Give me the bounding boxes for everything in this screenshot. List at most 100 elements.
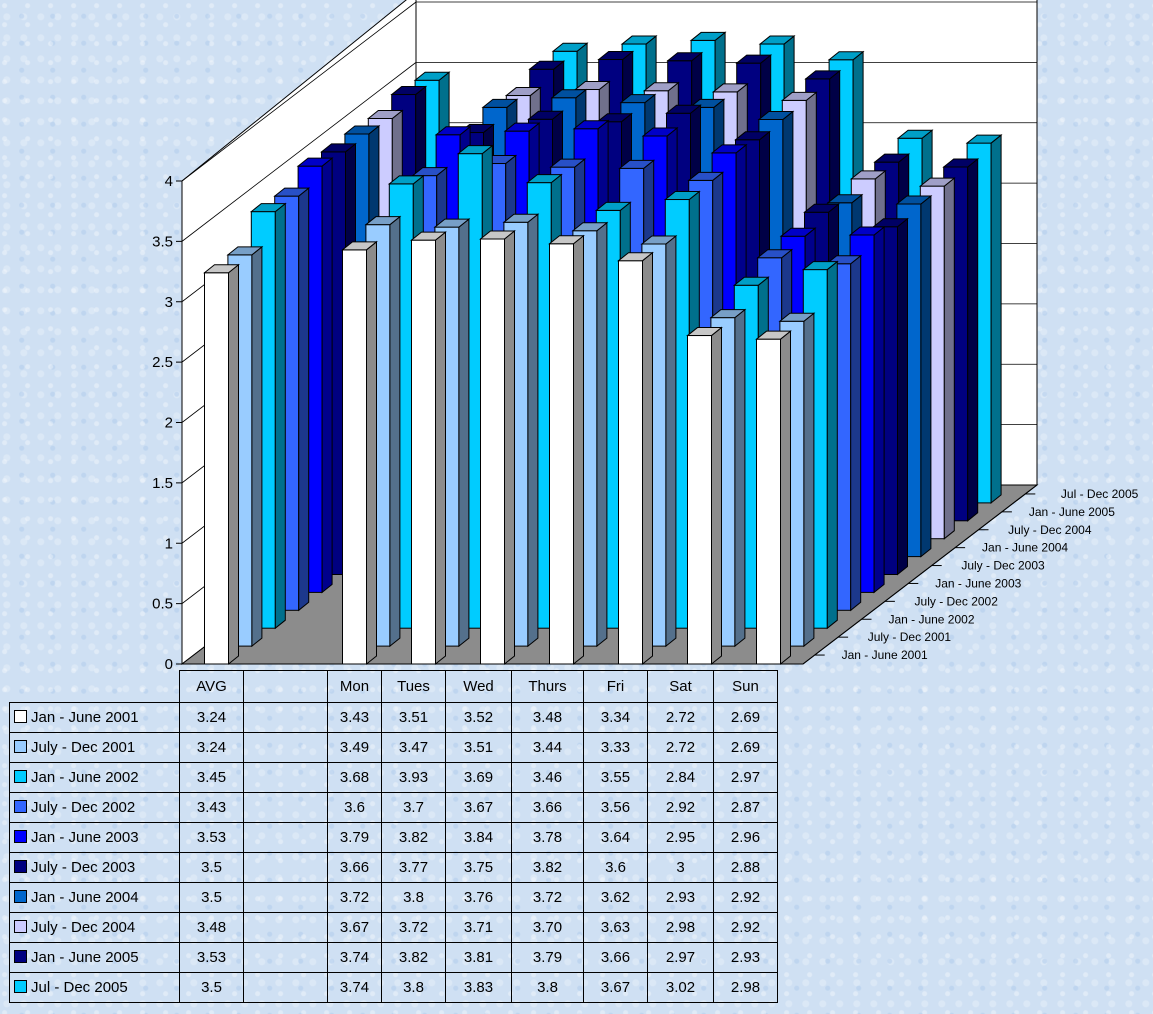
table-cell	[243, 912, 328, 943]
table-cell: 3.82	[381, 942, 446, 973]
depth-tick-label: Jul - Dec 2005	[1061, 487, 1139, 501]
table-cell: 3.47	[381, 732, 446, 763]
table-corner-cell	[9, 670, 180, 703]
table-cell	[243, 792, 328, 823]
legend-swatch	[14, 710, 27, 723]
depth-axis	[802, 484, 1038, 665]
series-label: Jan - June 2002	[31, 769, 139, 786]
table-cell: 3.69	[445, 762, 512, 793]
table-cell: 3.24	[179, 732, 244, 763]
depth-tick-label: Jan - June 2004	[982, 541, 1068, 555]
table-cell: 3.52	[445, 702, 512, 733]
row-header: Jan - June 2002	[9, 762, 180, 793]
row-header: Jan - June 2003	[9, 822, 180, 853]
row-header: Jan - June 2004	[9, 882, 180, 913]
table-cell: 3.79	[511, 942, 584, 973]
table-cell: 3.66	[327, 852, 382, 883]
bar	[410, 231, 447, 666]
column-header: AVG	[179, 670, 244, 703]
table-cell: 3.72	[381, 912, 446, 943]
y-tick-label: 1	[165, 535, 173, 552]
table-cell: 3.48	[511, 702, 584, 733]
series-label: July - Dec 2004	[31, 919, 136, 936]
table-cell: 3.81	[445, 942, 512, 973]
table-cell: 3.78	[511, 822, 584, 853]
table-cell: 3.71	[445, 912, 512, 943]
y-tick-label: 4	[165, 173, 173, 190]
table-row: Jan - June 2004 3.5 3.72 3.8 3.76 3.72 3.62 2.9…	[9, 882, 778, 913]
bar	[479, 229, 516, 666]
table-cell: 3.77	[381, 852, 446, 883]
table-cell: 2.72	[647, 732, 714, 763]
table-cell	[243, 852, 328, 883]
legend-swatch	[14, 980, 27, 993]
table-cell: 3.83	[445, 972, 512, 1003]
table-cell: 3.34	[583, 702, 648, 733]
table-cell: 3.56	[583, 792, 648, 823]
table-cell: 3.44	[511, 732, 584, 763]
series-label: Jan - June 2001	[31, 709, 139, 726]
table-cell: 2.95	[647, 822, 714, 853]
bar	[341, 240, 378, 666]
table-cell: 3.55	[583, 762, 648, 793]
table-cell: 3.82	[381, 822, 446, 853]
table-row: Jan - June 2002 3.45 3.68 3.93 3.69 3.46 3.55 2…	[9, 762, 778, 793]
table-cell: 3.72	[511, 882, 584, 913]
table-cell	[243, 942, 328, 973]
table-cell: 3.45	[179, 762, 244, 793]
table-cell: 3.5	[179, 882, 244, 913]
depth-tick-label: Jan - June 2005	[1029, 505, 1115, 519]
table-row: July - Dec 2004 3.48 3.67 3.72 3.71 3.70 3.63 2…	[9, 912, 778, 943]
table-cell: 2.92	[713, 912, 778, 943]
column-header: Tues	[381, 670, 446, 703]
column-header: Sun	[713, 670, 778, 703]
legend-swatch	[14, 950, 27, 963]
table-cell: 3.24	[179, 702, 244, 733]
column-header: Wed	[445, 670, 512, 703]
table-cell	[243, 702, 328, 733]
table-cell: 3.8	[381, 882, 446, 913]
table-cell: 3.51	[445, 732, 512, 763]
series-label: July - Dec 2002	[31, 799, 136, 816]
y-tick-label: 3.5	[152, 233, 173, 250]
legend-swatch	[14, 770, 27, 783]
series-label: July - Dec 2003	[31, 859, 136, 876]
table-cell: 2.98	[647, 912, 714, 943]
bar	[203, 263, 240, 666]
table-cell: 3.93	[381, 762, 446, 793]
table-cell: 2.96	[713, 822, 778, 853]
table-cell	[243, 822, 328, 853]
legend-swatch	[14, 890, 27, 903]
table-cell	[243, 762, 328, 793]
table-row: Jan - June 2001 3.24 3.43 3.51 3.52 3.48 3.34 2…	[9, 702, 778, 733]
table-cell: 2.93	[647, 882, 714, 913]
table-cell: 3.6	[583, 852, 648, 883]
row-header: July - Dec 2004	[9, 912, 180, 943]
table-cell: 2.98	[713, 972, 778, 1003]
table-cell: 3.79	[327, 822, 382, 853]
table-cell: 2.69	[713, 732, 778, 763]
y-tick-label: 0.5	[152, 596, 173, 613]
series-label: Jan - June 2003	[31, 829, 139, 846]
table-cell: 3.62	[583, 882, 648, 913]
depth-tick-label: Jan - June 2001	[842, 648, 928, 662]
table-cell: 2.97	[647, 942, 714, 973]
bar	[548, 234, 585, 666]
table-cell: 3.48	[179, 912, 244, 943]
row-header: Jan - June 2005	[9, 942, 180, 973]
table-row: Jan - June 2005 3.53 3.74 3.82 3.81 3.79 3.66 2…	[9, 942, 778, 973]
table-cell: 3.66	[511, 792, 584, 823]
y-tick-label: 1.5	[152, 475, 173, 492]
gridline	[181, 1, 417, 182]
depth-tick-label: July - Dec 2002	[915, 594, 999, 608]
table-cell: 3.67	[445, 792, 512, 823]
series-label: July - Dec 2001	[31, 739, 136, 756]
depth-tick-label: July - Dec 2004	[1008, 523, 1092, 537]
depth-tick-label: Jan - June 2002	[888, 612, 974, 626]
series-label: Jan - June 2005	[31, 949, 139, 966]
depth-tick-label: Jan - June 2003	[935, 576, 1021, 590]
table-cell: 2.97	[713, 762, 778, 793]
table-row: July - Dec 2003 3.5 3.66 3.77 3.75 3.82 3.6 3 2.…	[9, 852, 778, 883]
legend-swatch	[14, 860, 27, 873]
table-cell: 3.53	[179, 822, 244, 853]
